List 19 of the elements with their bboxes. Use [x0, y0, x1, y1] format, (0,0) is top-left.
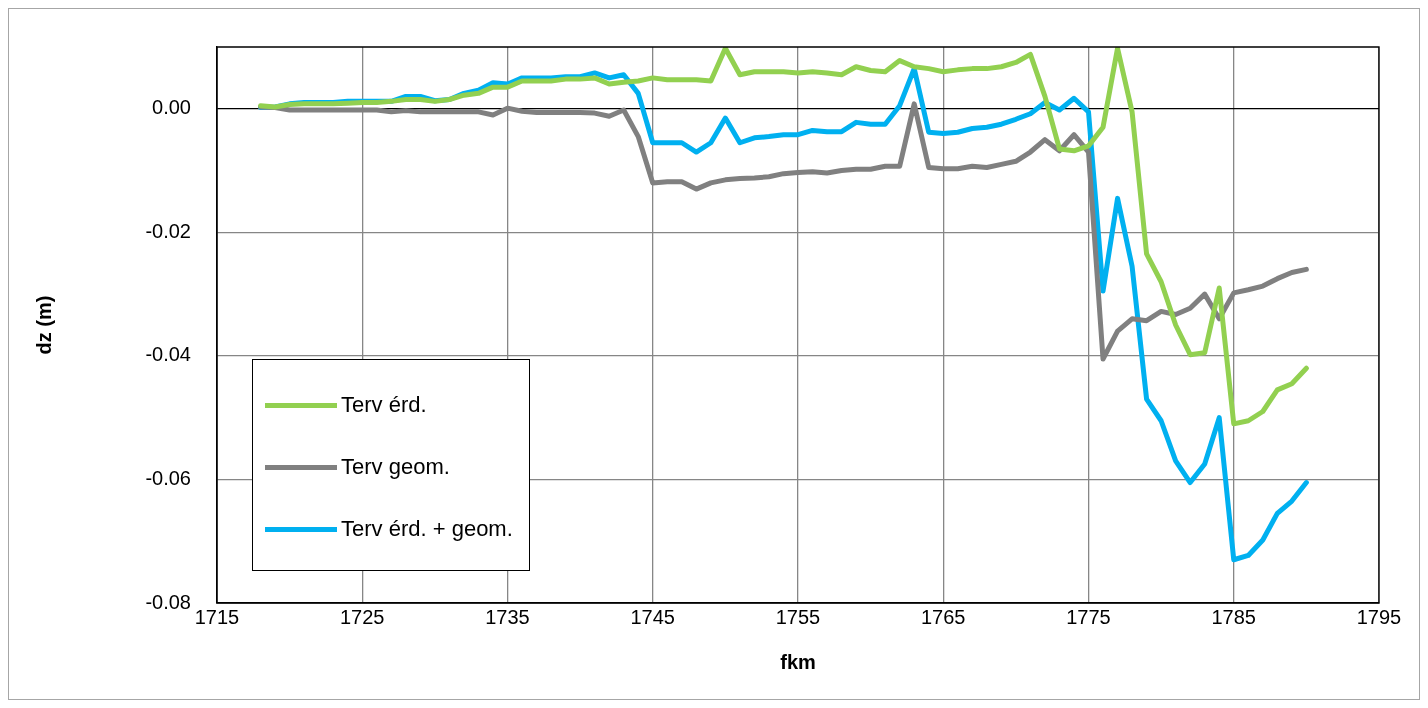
x-tick-label: 1715 — [194, 605, 240, 628]
y-tick-label: 0.00 — [152, 96, 191, 119]
legend-label: Terv érd. — [341, 392, 427, 418]
x-tick-label: 1725 — [340, 605, 385, 628]
x-tick-label: 1735 — [485, 605, 530, 628]
y-tick-label: -0.08 — [145, 590, 191, 613]
y-axis-title: dz (m) — [32, 295, 55, 355]
x-tick-label: 1745 — [630, 605, 675, 628]
y-tick-label: -0.06 — [145, 466, 191, 489]
y-tick-label: -0.04 — [145, 343, 191, 366]
x-tick-label: 1785 — [1211, 605, 1256, 628]
x-axis-title: fkm — [780, 650, 816, 673]
x-tick-label: 1795 — [1356, 605, 1402, 628]
legend-label: Terv geom. — [341, 454, 450, 480]
x-tick-label: 1765 — [921, 605, 966, 628]
x-tick-label: 1755 — [775, 605, 821, 628]
y-tick-label: -0.02 — [145, 219, 191, 242]
x-tick-label: 1775 — [1066, 605, 1111, 628]
legend-label: Terv érd. + geom. — [341, 516, 513, 542]
